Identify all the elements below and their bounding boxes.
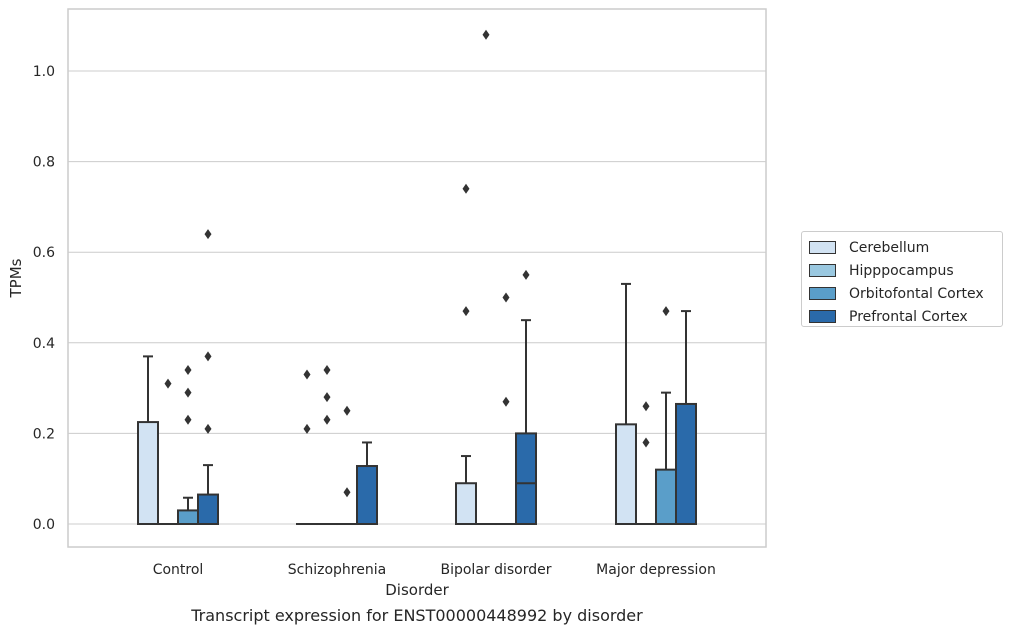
outlier-point: [303, 423, 311, 434]
box-0-0: [137, 355, 159, 526]
box-3-2: [515, 269, 537, 525]
legend-item-cerebellum: Cerebellum: [809, 236, 1002, 259]
x-axis-ticks: Control Schizophrenia Bipolar disorder Majo…: [153, 562, 716, 578]
legend-item-orbitofrontal-cortex: Orbitofontal Cortex: [809, 282, 1002, 305]
box-0-3: [615, 282, 637, 525]
legend-swatch: [809, 241, 836, 254]
box-1-3: [635, 401, 657, 526]
box-2-3: [655, 306, 677, 526]
box-rect: [515, 432, 537, 525]
outlier-point: [204, 229, 212, 240]
box-rect: [655, 468, 677, 526]
outlier-point: [323, 364, 331, 375]
outlier-point: [184, 414, 192, 425]
outlier-point: [184, 364, 192, 375]
box-rect: [177, 509, 199, 526]
legend-label: Orbitofontal Cortex: [849, 285, 984, 302]
y-tick-label: 1.0: [33, 64, 55, 80]
outlier-point: [303, 369, 311, 380]
outlier-point: [204, 423, 212, 434]
box-3-1: [356, 441, 378, 525]
outlier-point: [662, 306, 670, 317]
plot-frame: [67, 8, 767, 548]
chart-caption: Transcript expression for ENST0000044899…: [191, 606, 643, 625]
legend-label: Cerebellum: [849, 239, 930, 256]
box-2-2: [495, 292, 517, 526]
outlier-point: [482, 29, 490, 40]
outlier-point: [642, 437, 650, 448]
outlier-point: [343, 405, 351, 416]
box-3-0: [197, 229, 219, 525]
outlier-point: [343, 487, 351, 498]
outlier-point: [462, 306, 470, 317]
outlier-point: [184, 387, 192, 398]
box-1-1: [316, 364, 338, 526]
box-3-3: [675, 310, 697, 525]
x-tick-label: Bipolar disorder: [440, 562, 551, 578]
outlier-point: [164, 378, 172, 389]
legend-label: Prefrontal Cortex: [849, 308, 968, 325]
box-1-0: [157, 378, 179, 526]
box-1-2: [475, 29, 497, 526]
x-tick-label: Schizophrenia: [288, 562, 386, 578]
box-rect: [137, 421, 159, 526]
legend-item-prefrontal-cortex: Prefrontal Cortex: [809, 305, 1002, 328]
box-plot-series: [137, 29, 697, 526]
x-tick-label: Control: [153, 562, 204, 578]
box-2-0: [177, 364, 199, 526]
box-0-1: [296, 369, 318, 526]
legend-swatch: [809, 264, 836, 277]
outlier-point: [323, 414, 331, 425]
outlier-point: [502, 292, 510, 303]
y-tick-label: 0.4: [33, 336, 55, 352]
outlier-point: [462, 183, 470, 194]
box-rect: [356, 465, 378, 525]
outlier-point: [502, 396, 510, 407]
outlier-point: [204, 351, 212, 362]
x-tick-label: Major depression: [596, 562, 716, 578]
outlier-point: [323, 392, 331, 403]
grid-lines: [68, 70, 766, 525]
legend-label: Hipppocampus: [849, 262, 954, 279]
box-rect: [615, 423, 637, 525]
y-tick-label: 0.0: [33, 517, 55, 533]
x-axis-label: Disorder: [385, 581, 449, 599]
box-rect: [197, 493, 219, 525]
legend-swatch: [809, 310, 836, 323]
legend-swatch: [809, 287, 836, 300]
y-axis-ticks: 0.0 0.2 0.4 0.6 0.8 1.0: [33, 64, 55, 533]
y-tick-label: 0.6: [33, 245, 55, 261]
legend: Cerebellum Hipppocampus Orbitofontal Cor…: [801, 231, 1003, 327]
box-2-1: [336, 405, 358, 526]
y-tick-label: 0.8: [33, 155, 55, 171]
box-rect: [675, 402, 697, 525]
box-0-2: [455, 183, 477, 526]
outlier-point: [642, 401, 650, 412]
y-axis-label: TPMs: [7, 258, 25, 298]
outlier-point: [522, 269, 530, 280]
box-rect: [455, 482, 477, 526]
y-tick-label: 0.2: [33, 426, 55, 442]
legend-item-hippocampus: Hipppocampus: [809, 259, 1002, 282]
